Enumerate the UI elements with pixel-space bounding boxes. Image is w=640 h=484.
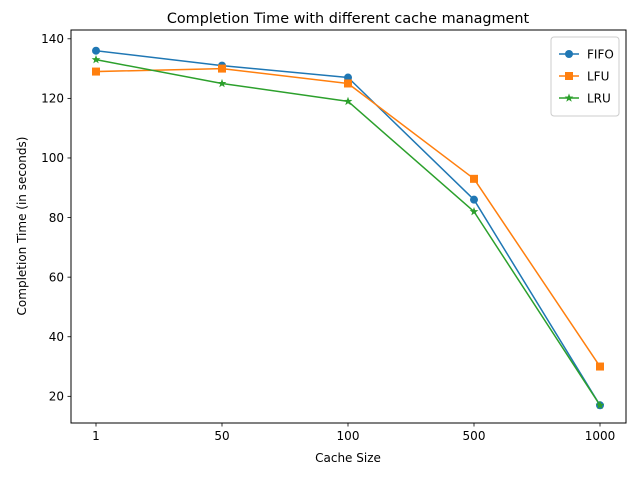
data-point-lru [469,207,479,216]
data-point-lfu [596,362,604,371]
legend-marker [565,50,573,58]
y-axis-label: Completion Time (in seconds) [15,137,29,316]
x-tick-label: 1 [92,429,100,443]
x-tick-label: 1000 [585,429,616,443]
x-tick-label: 500 [463,429,486,443]
y-tick-label: 60 [49,270,64,284]
plot-area [91,46,605,410]
data-point-fifo [92,46,100,55]
chart-title: Completion Time with different cache man… [167,11,530,27]
data-point-fifo [470,195,478,204]
data-point-lru [91,55,101,64]
data-point-lru [595,400,605,409]
y-axis: 20 40 60 80 100 120 140 [41,32,71,404]
legend-marker [564,93,574,102]
y-tick-label: 140 [41,32,64,46]
legend-label: FIFO [587,47,614,61]
x-axis-label: Cache Size [315,451,381,465]
legend-label: LRU [587,91,611,105]
series-lfu [92,64,604,371]
legend-label: LFU [587,69,609,83]
x-tick-label: 100 [337,429,360,443]
y-tick-label: 40 [49,330,64,344]
legend-item-lru: LRU [559,91,611,105]
legend-marker [565,72,573,80]
data-point-lfu [218,64,226,73]
y-tick-label: 100 [41,151,64,165]
data-point-lru [343,96,353,106]
series-lru [91,55,605,409]
data-point-lfu [92,67,100,76]
data-point-lru [217,78,227,88]
legend: FIFO LFU LRU [550,36,620,117]
x-tick-label: 50 [214,429,229,443]
axes-frame [70,29,627,424]
data-point-lfu [470,174,478,183]
legend-item-fifo: FIFO [559,47,614,61]
y-tick-label: 20 [49,390,64,404]
legend-item-lfu: LFU [559,69,609,83]
y-tick-label: 120 [41,92,64,106]
data-point-lfu [344,79,352,88]
y-tick-label: 80 [49,211,64,225]
x-axis: 1 50 100 500 1000 [92,423,615,443]
